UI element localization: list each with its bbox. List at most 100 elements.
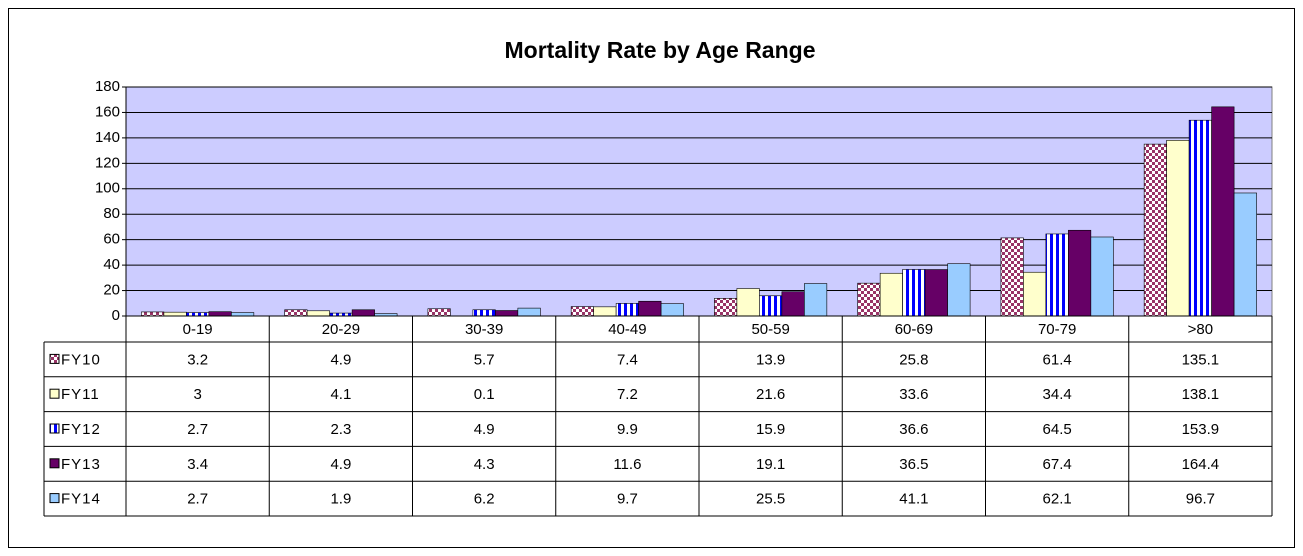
bar: [857, 282, 881, 317]
table-value: 7.2: [617, 386, 638, 403]
x-tick-label: >80: [1188, 321, 1213, 338]
legend-key: [49, 423, 60, 434]
bar: [1143, 143, 1167, 317]
bar: [1090, 236, 1114, 317]
table-value: 135.1: [1182, 351, 1220, 368]
legend-label: FY14: [61, 491, 101, 508]
table-value: 64.5: [1043, 421, 1072, 438]
y-tick-label: 160: [95, 103, 120, 120]
bar: [924, 269, 948, 317]
legend-key: [49, 458, 60, 469]
legend-label: FY12: [61, 421, 101, 438]
bar: [570, 306, 594, 317]
table-value: 61.4: [1043, 351, 1072, 368]
bar: [284, 309, 308, 317]
bar: [517, 307, 541, 317]
table-value: 4.9: [330, 456, 351, 473]
table-value: 25.5: [756, 491, 785, 508]
table-value: 4.3: [474, 456, 495, 473]
chart-title: Mortality Rate by Age Range: [505, 37, 816, 63]
x-tick-label: 30-39: [465, 321, 503, 338]
table-value: 36.5: [899, 456, 928, 473]
bar: [902, 269, 926, 317]
table-value: 96.7: [1186, 491, 1215, 508]
table-value: 34.4: [1043, 386, 1072, 403]
table-value: 11.6: [613, 456, 641, 473]
table-value: 33.6: [899, 386, 928, 403]
table-value: 2.3: [330, 421, 351, 438]
bar: [1211, 106, 1235, 317]
table-value: 4.1: [330, 386, 351, 403]
bar: [351, 309, 375, 317]
table-value: 0.1: [474, 386, 495, 403]
bar: [1068, 229, 1092, 317]
y-tick-label: 140: [95, 129, 120, 146]
bar: [163, 311, 187, 317]
table-value: 13.9: [756, 351, 785, 368]
y-tick-label: 60: [103, 231, 120, 248]
legend-label: FY13: [61, 456, 101, 473]
x-tick-label: 70-79: [1038, 321, 1076, 338]
table-value: 7.4: [617, 351, 638, 368]
table-value: 36.6: [899, 421, 928, 438]
table-value: 2.7: [187, 491, 208, 508]
bar: [208, 311, 232, 317]
bar: [804, 283, 828, 317]
legend-key: [49, 388, 60, 399]
bar: [1166, 140, 1190, 317]
y-tick-label: 120: [95, 154, 120, 171]
table-value: 2.7: [187, 421, 208, 438]
table-value: 6.2: [474, 491, 495, 508]
x-tick-label: 40-49: [608, 321, 646, 338]
table-value: 21.6: [756, 386, 785, 403]
table-value: 138.1: [1182, 386, 1220, 403]
table-value: 164.4: [1182, 456, 1220, 473]
bar: [615, 303, 639, 317]
table-value: 19.1: [756, 456, 785, 473]
bar: [1023, 271, 1047, 317]
bar: [186, 312, 210, 317]
bar: [1045, 233, 1069, 317]
x-tick-label: 0-19: [183, 321, 213, 338]
legend-label: FY10: [61, 351, 101, 368]
bar: [714, 298, 738, 317]
legend-key: [49, 353, 60, 364]
table-value: 4.9: [330, 351, 351, 368]
bar: [1000, 237, 1024, 317]
table-value: 15.9: [756, 421, 785, 438]
y-tick-label: 100: [95, 180, 120, 197]
x-tick-label: 50-59: [751, 321, 789, 338]
bar: [141, 311, 165, 317]
table-value: 1.9: [330, 491, 351, 508]
bar: [495, 310, 519, 317]
bar: [231, 312, 255, 317]
table-value: 3: [193, 386, 201, 403]
bar: [306, 310, 330, 317]
y-tick-label: 20: [103, 282, 120, 299]
y-tick-label: 180: [95, 78, 120, 95]
y-tick-label: 40: [103, 256, 120, 273]
bar: [947, 263, 971, 317]
table-value: 5.7: [474, 351, 495, 368]
bar: [781, 291, 805, 317]
table-value: 3.2: [187, 351, 208, 368]
bar: [879, 272, 903, 317]
table-value: 41.1: [899, 491, 928, 508]
table-value: 3.4: [187, 456, 208, 473]
bar: [427, 308, 451, 317]
bar: [1233, 192, 1257, 317]
table-value: 62.1: [1043, 491, 1072, 508]
x-tick-label: 60-69: [895, 321, 933, 338]
bar: [660, 303, 684, 317]
table-value: 153.9: [1182, 421, 1220, 438]
table-value: 9.9: [617, 421, 638, 438]
bar: [638, 300, 662, 317]
bar: [1188, 119, 1212, 317]
bar: [472, 309, 496, 317]
legend-label: FY11: [61, 386, 100, 403]
table-value: 9.7: [617, 491, 638, 508]
bar: [759, 295, 783, 317]
table-value: 4.9: [474, 421, 495, 438]
table-value: 25.8: [899, 351, 928, 368]
